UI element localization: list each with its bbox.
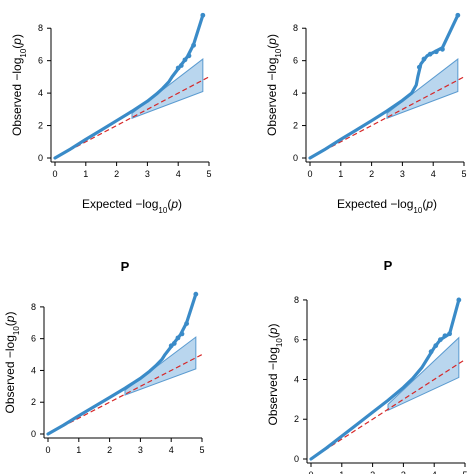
x-tick-label: 0 <box>45 445 50 455</box>
x-tick-label: 0 <box>308 470 313 474</box>
x-tick-label: 4 <box>431 169 436 179</box>
y-tick-label: 6 <box>294 335 299 345</box>
y-tick-label: 6 <box>38 56 43 66</box>
confidence-band <box>387 336 460 412</box>
qq-point-4 <box>186 53 192 59</box>
y-tick-label: 6 <box>293 56 298 66</box>
x-axis-title: Expected −log10(p) <box>337 197 437 215</box>
y-axis-title: Observed −log10(p) <box>265 34 283 136</box>
reference-line <box>309 76 465 159</box>
qq-point-3 <box>182 57 188 63</box>
y-tick-label: 2 <box>38 121 43 131</box>
x-tick-label: 2 <box>107 445 112 455</box>
qq-panel-1: 0 1 2 3 4 5 0 2 4 6 8 Observed −log10(p) Expected −l… <box>10 12 212 215</box>
qq-point-5 <box>447 331 452 337</box>
y-tick-label: 2 <box>31 397 36 407</box>
y-tick-label: 2 <box>294 414 299 424</box>
y-axis-title: Observed −log10(p) <box>10 34 28 136</box>
x-tick-label: 5 <box>461 169 466 179</box>
qq-point-2 <box>171 341 177 346</box>
qq-point-2 <box>178 63 184 68</box>
panel-title: P <box>384 258 393 273</box>
confidence-band <box>131 58 204 119</box>
x-tick-label: 3 <box>401 470 406 474</box>
qq-point-4 <box>179 331 185 337</box>
qq-panel-3: 0 1 2 3 4 5 0 2 4 6 8 Observed −log10(p) P <box>3 259 205 455</box>
x-tick-label: 1 <box>338 169 343 179</box>
qq-point-6 <box>200 12 206 18</box>
x-tick-label: 2 <box>370 470 375 474</box>
qq-point-3 <box>437 337 443 343</box>
y-tick-label: 8 <box>38 23 43 33</box>
qq-panel-4: 0 1 2 3 4 5 0 2 4 6 8 Observed −log10(p) P <box>266 258 468 474</box>
y-tick-label: 2 <box>293 121 298 131</box>
reference-line <box>310 359 466 460</box>
qq-point-4 <box>433 49 439 55</box>
y-tick-label: 4 <box>31 365 36 375</box>
y-axis-title: Observed −log10(p) <box>266 324 284 426</box>
qq-point-1 <box>428 349 434 355</box>
y-tick-label: 4 <box>294 374 299 384</box>
x-tick-label: 1 <box>76 445 81 455</box>
qq-point-2 <box>421 56 427 62</box>
qq-point-5 <box>191 42 197 48</box>
qq-point-2 <box>433 343 439 349</box>
y-tick-label: 4 <box>293 88 298 98</box>
y-tick-label: 8 <box>293 23 298 33</box>
x-tick-label: 2 <box>114 169 119 179</box>
x-axis-title: Expected −log10(p) <box>82 197 182 215</box>
panel-title: P <box>121 259 130 274</box>
qq-point-4 <box>442 333 448 339</box>
x-tick-label: 0 <box>307 169 312 179</box>
y-tick-label: 4 <box>38 88 43 98</box>
y-tick-label: 0 <box>38 153 43 163</box>
qq-point-5 <box>184 321 190 326</box>
x-tick-label: 4 <box>169 445 174 455</box>
y-tick-label: 0 <box>293 153 298 163</box>
x-tick-label: 4 <box>176 169 181 179</box>
x-tick-label: 1 <box>83 169 88 179</box>
y-tick-label: 8 <box>294 295 299 305</box>
x-tick-label: 0 <box>52 169 57 179</box>
y-axis-title: Observed −log10(p) <box>3 312 21 414</box>
y-tick-label: 0 <box>294 454 299 464</box>
qq-point-3 <box>427 51 433 57</box>
qq-point-6 <box>193 291 199 297</box>
y-tick-label: 8 <box>31 302 36 312</box>
qq-panel-2: 0 1 2 3 4 5 0 2 4 6 8 Observed −log10(p) Expected −l… <box>265 12 467 215</box>
x-tick-label: 5 <box>462 470 467 474</box>
qq-point-6 <box>455 12 461 18</box>
reference-line <box>54 76 210 159</box>
qq-point-5 <box>440 46 445 52</box>
qq-point-6 <box>456 297 462 303</box>
x-tick-label: 4 <box>432 470 437 474</box>
y-tick-label: 0 <box>31 429 36 439</box>
x-tick-label: 3 <box>138 445 143 455</box>
x-tick-label: 5 <box>199 445 204 455</box>
x-tick-label: 3 <box>145 169 150 179</box>
x-tick-label: 2 <box>369 169 374 179</box>
confidence-band <box>386 58 459 119</box>
qq-point-1 <box>416 64 422 70</box>
x-tick-label: 3 <box>400 169 405 179</box>
x-tick-label: 1 <box>339 470 344 474</box>
confidence-band <box>124 336 197 396</box>
qq-point-3 <box>175 335 181 341</box>
y-tick-label: 6 <box>31 334 36 344</box>
x-tick-label: 5 <box>206 169 211 179</box>
